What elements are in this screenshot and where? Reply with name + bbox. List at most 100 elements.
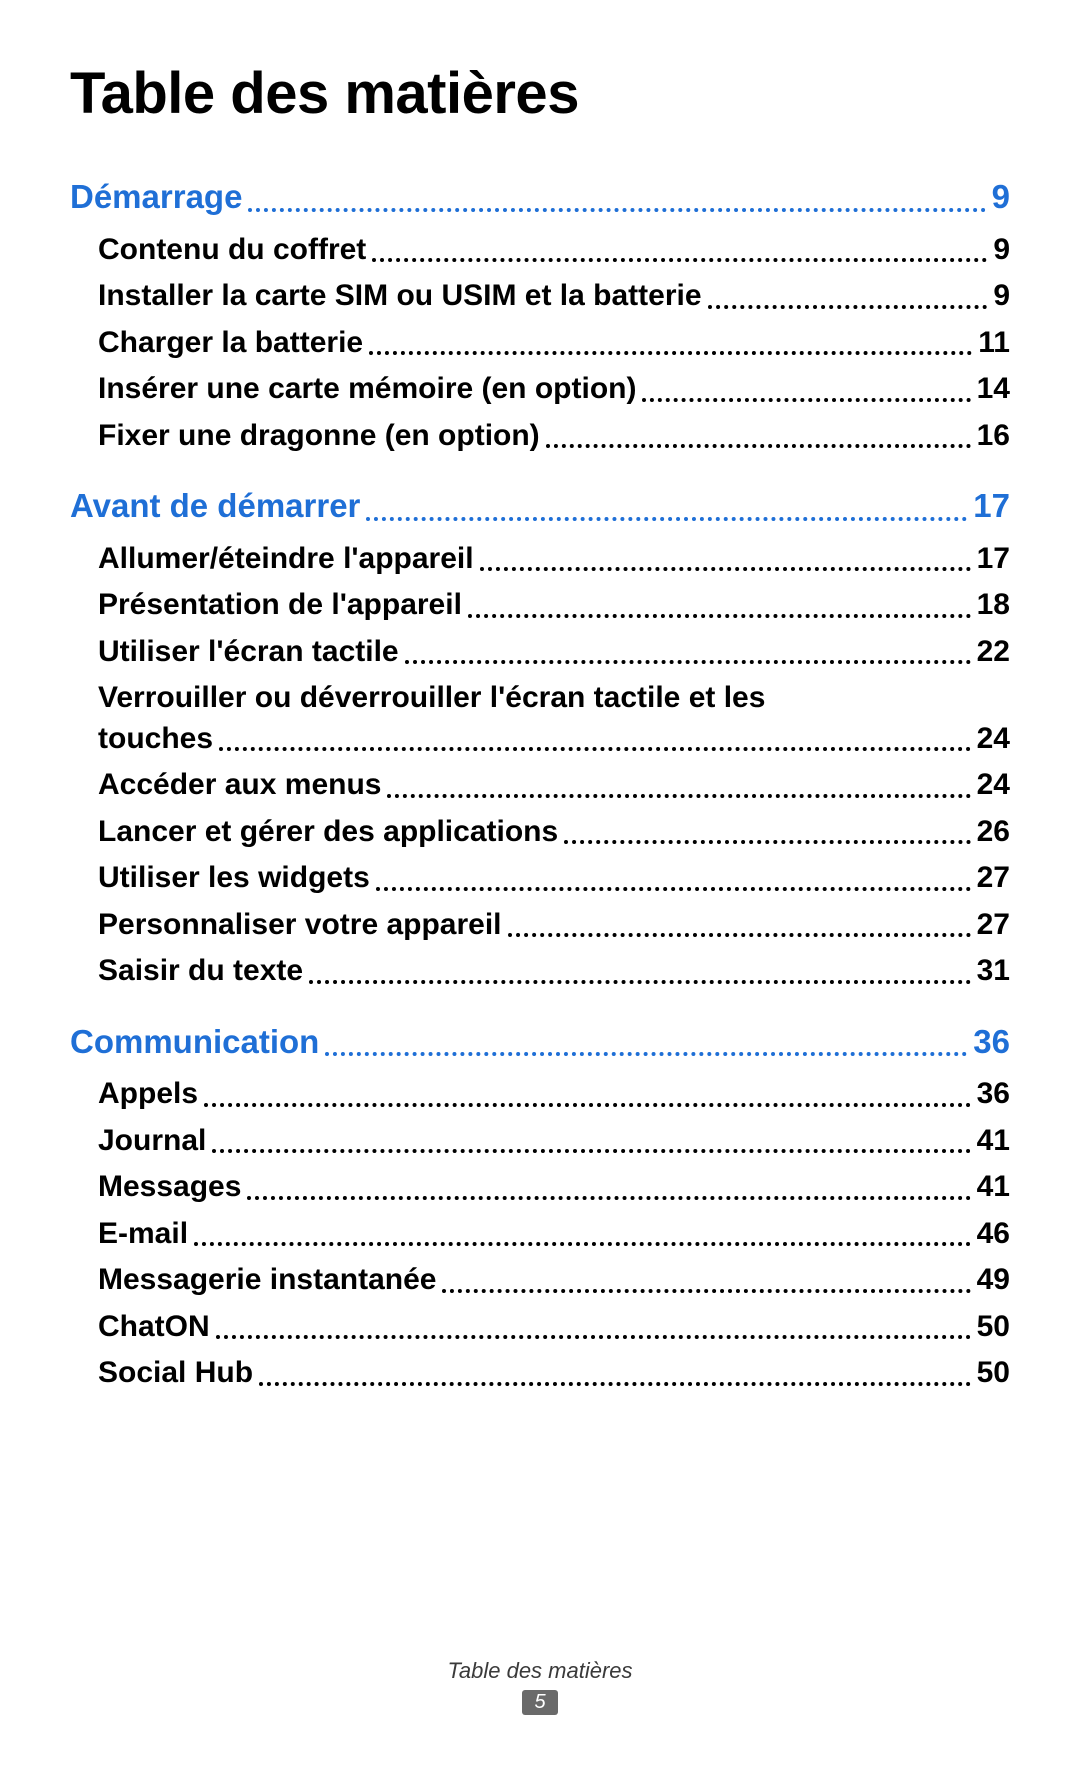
toc-item-page: 50 bbox=[977, 1353, 1010, 1394]
toc-item-page: 17 bbox=[977, 539, 1010, 580]
toc-leader bbox=[212, 1149, 970, 1153]
toc-item-page: 41 bbox=[977, 1167, 1010, 1208]
toc-item[interactable]: Utiliser l'écran tactile 22 bbox=[98, 632, 1010, 673]
toc-leader bbox=[376, 887, 971, 891]
toc-item-page: 27 bbox=[977, 858, 1010, 899]
toc-item[interactable]: Appels 36 bbox=[98, 1074, 1010, 1115]
toc-item-label: Allumer/éteindre l'appareil bbox=[98, 539, 474, 580]
toc-item[interactable]: Accéder aux menus 24 bbox=[98, 765, 1010, 806]
toc-item[interactable]: Installer la carte SIM ou USIM et la bat… bbox=[98, 276, 1010, 317]
toc-item-label: E-mail bbox=[98, 1214, 188, 1255]
toc-section-page: 17 bbox=[973, 484, 1010, 529]
toc-section: Communication36Appels36Journal41Messages… bbox=[70, 1020, 1010, 1394]
toc-leader bbox=[708, 305, 988, 309]
toc-sub-list: Appels 36 Journal 41 Messages 41 E-mail 46 Messa… bbox=[70, 1074, 1010, 1394]
toc-item[interactable]: ChatON 50 bbox=[98, 1307, 1010, 1348]
toc-item[interactable]: Verrouiller ou déverrouiller l'écran tac… bbox=[98, 678, 1010, 759]
toc-item[interactable]: Charger la batterie 11 bbox=[98, 323, 1010, 364]
toc-section-header[interactable]: Démarrage 9 bbox=[70, 175, 1010, 220]
toc-item-label: Accéder aux menus bbox=[98, 765, 381, 806]
toc-item-label: Verrouiller ou déverrouiller l'écran tac… bbox=[98, 678, 1010, 719]
toc-leader bbox=[508, 933, 971, 937]
toc-item[interactable]: Insérer une carte mémoire (en option) 14 bbox=[98, 369, 1010, 410]
toc-section-page: 36 bbox=[973, 1020, 1010, 1065]
toc-item[interactable]: Saisir du texte31 bbox=[98, 951, 1010, 992]
toc-leader bbox=[546, 444, 971, 448]
toc-leader bbox=[219, 747, 971, 751]
toc-item[interactable]: Journal 41 bbox=[98, 1121, 1010, 1162]
toc-item[interactable]: Social Hub50 bbox=[98, 1353, 1010, 1394]
footer-title: Table des matières bbox=[0, 1658, 1080, 1684]
toc-leader bbox=[309, 980, 971, 984]
toc-section-label: Démarrage bbox=[70, 175, 242, 220]
toc-leader bbox=[468, 614, 971, 618]
toc-item-label: ChatON bbox=[98, 1307, 210, 1348]
toc-item-label: Personnaliser votre appareil bbox=[98, 905, 502, 946]
toc-leader bbox=[442, 1289, 970, 1293]
toc-leader bbox=[194, 1242, 971, 1246]
toc-section-header[interactable]: Communication 36 bbox=[70, 1020, 1010, 1065]
toc-item[interactable]: Contenu du coffret 9 bbox=[98, 230, 1010, 271]
toc-item-page: 46 bbox=[977, 1214, 1010, 1255]
toc-item-label: Messages bbox=[98, 1167, 241, 1208]
toc-leader bbox=[564, 840, 970, 844]
toc-item-label: Utiliser les widgets bbox=[98, 858, 370, 899]
toc-item-page: 36 bbox=[977, 1074, 1010, 1115]
toc-item-page: 24 bbox=[977, 719, 1010, 760]
toc-leader bbox=[204, 1103, 971, 1107]
toc-item-page: 16 bbox=[977, 416, 1010, 457]
toc-section-label: Communication bbox=[70, 1020, 319, 1065]
toc-leader bbox=[248, 208, 985, 212]
toc-leader bbox=[642, 398, 970, 402]
toc-item[interactable]: E-mail 46 bbox=[98, 1214, 1010, 1255]
toc-item-label: Installer la carte SIM ou USIM et la bat… bbox=[98, 276, 702, 317]
toc-section-header[interactable]: Avant de démarrer 17 bbox=[70, 484, 1010, 529]
toc-leader bbox=[259, 1382, 971, 1386]
toc-leader bbox=[480, 567, 971, 571]
toc-item-page: 27 bbox=[977, 905, 1010, 946]
toc-item[interactable]: Allumer/éteindre l'appareil 17 bbox=[98, 539, 1010, 580]
toc-section-page: 9 bbox=[992, 175, 1010, 220]
toc-leader bbox=[369, 351, 972, 355]
toc-item[interactable]: Messages 41 bbox=[98, 1167, 1010, 1208]
toc-item-label: Messagerie instantanée bbox=[98, 1260, 436, 1301]
toc-item[interactable]: Présentation de l'appareil 18 bbox=[98, 585, 1010, 626]
toc-leader bbox=[325, 1052, 967, 1056]
toc-item-page: 9 bbox=[993, 276, 1010, 317]
toc-item-label: touches bbox=[98, 719, 213, 760]
toc-item-label: Journal bbox=[98, 1121, 206, 1162]
page-number-badge: 5 bbox=[522, 1690, 558, 1715]
toc-item-page: 22 bbox=[977, 632, 1010, 673]
toc-item-label: Utiliser l'écran tactile bbox=[98, 632, 399, 673]
toc-sub-list: Contenu du coffret 9 Installer la carte SI… bbox=[70, 230, 1010, 457]
toc-leader bbox=[405, 660, 971, 664]
toc-item-page: 9 bbox=[993, 230, 1010, 271]
toc-section: Démarrage 9 Contenu du coffret 9 Installer l… bbox=[70, 175, 1010, 456]
toc-item[interactable]: Utiliser les widgets 27 bbox=[98, 858, 1010, 899]
toc-container: Démarrage 9 Contenu du coffret 9 Installer l… bbox=[70, 175, 1010, 1394]
toc-item-page: 14 bbox=[977, 369, 1010, 410]
toc-item-page: 41 bbox=[977, 1121, 1010, 1162]
toc-item-label: Fixer une dragonne (en option) bbox=[98, 416, 540, 457]
toc-item-label: Lancer et gérer des applications bbox=[98, 812, 558, 853]
toc-leader bbox=[366, 517, 967, 521]
toc-item-label: Insérer une carte mémoire (en option) bbox=[98, 369, 636, 410]
toc-item-page: 18 bbox=[977, 585, 1010, 626]
toc-item-label: Contenu du coffret bbox=[98, 230, 366, 271]
toc-item-label: Présentation de l'appareil bbox=[98, 585, 462, 626]
toc-item[interactable]: Lancer et gérer des applications 26 bbox=[98, 812, 1010, 853]
toc-section-label: Avant de démarrer bbox=[70, 484, 360, 529]
toc-item-page: 11 bbox=[978, 323, 1010, 364]
toc-item-page: 24 bbox=[977, 765, 1010, 806]
toc-item-label: Charger la batterie bbox=[98, 323, 363, 364]
toc-leader bbox=[247, 1196, 970, 1200]
toc-item[interactable]: Fixer une dragonne (en option) 16 bbox=[98, 416, 1010, 457]
toc-leader bbox=[216, 1335, 971, 1339]
toc-item-page: 50 bbox=[977, 1307, 1010, 1348]
toc-sub-list: Allumer/éteindre l'appareil 17 Présentatio… bbox=[70, 539, 1010, 992]
toc-item-label: Appels bbox=[98, 1074, 198, 1115]
toc-item-label: Saisir du texte bbox=[98, 951, 303, 992]
toc-item-page: 26 bbox=[977, 812, 1010, 853]
toc-item[interactable]: Messagerie instantanée49 bbox=[98, 1260, 1010, 1301]
toc-item[interactable]: Personnaliser votre appareil 27 bbox=[98, 905, 1010, 946]
